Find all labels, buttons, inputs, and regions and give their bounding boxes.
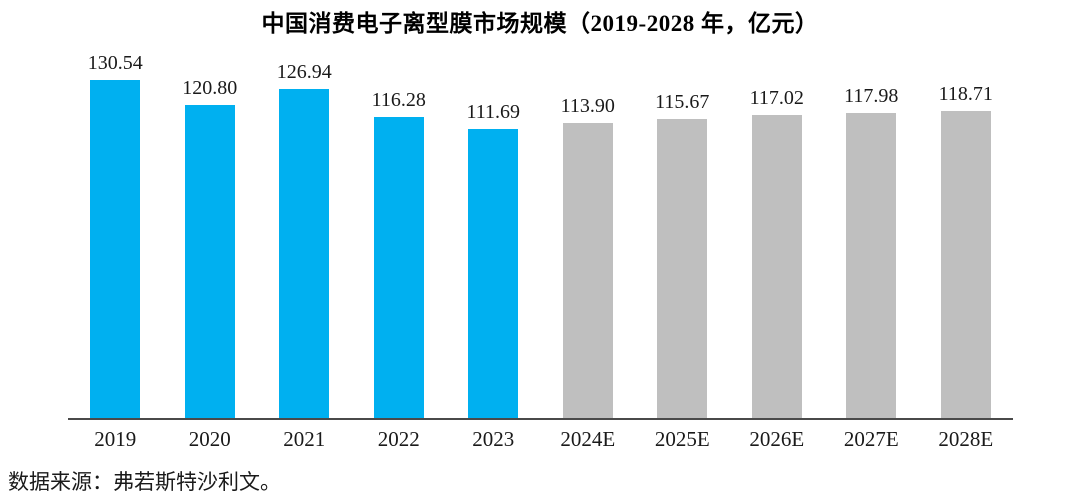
bar-column: 113.90	[541, 95, 636, 418]
bar-chart: 130.54 120.80 126.94 116.28 111.69 113.90 115.…	[68, 41, 1013, 452]
plot-area: 130.54 120.80 126.94 116.28 111.69 113.90 115.…	[68, 41, 1013, 420]
x-axis-label: 2028E	[938, 427, 994, 451]
bar-2020	[184, 105, 235, 418]
bar-column: 116.28	[352, 89, 447, 418]
bar-value-label: 117.02	[749, 87, 804, 109]
bar-value-label: 126.94	[276, 61, 332, 83]
bar-value-label: 118.71	[938, 83, 993, 105]
x-axis-label: 2024E	[560, 427, 616, 451]
x-axis-labels: 2019 2020 2021 2022 2023 2024E 2025E 2026E 2027E…	[68, 420, 1013, 452]
bar-2024E	[562, 123, 613, 418]
x-axis-label: 2019	[94, 427, 137, 451]
bar-value-label: 116.28	[371, 89, 426, 111]
bar-value-label: 113.90	[560, 95, 615, 117]
bar-column: 130.54	[68, 52, 163, 418]
source-note: 数据来源：弗若斯特沙利文。	[8, 470, 281, 494]
x-axis-label: 2026E	[749, 427, 805, 451]
bar-column: 120.80	[163, 77, 258, 418]
chart-title: 中国消费电子离型膜市场规模（2019-2028 年，亿元）	[261, 11, 819, 36]
x-axis-label: 2023	[472, 427, 515, 451]
x-axis-label: 2021	[283, 427, 326, 451]
x-axis-label: 2025E	[654, 427, 710, 451]
bar-column: 118.71	[919, 83, 1014, 418]
bar-column: 117.98	[824, 85, 919, 418]
x-axis-label: 2022	[377, 427, 420, 451]
bar-value-label: 111.69	[466, 101, 520, 123]
bar-column: 117.02	[730, 87, 825, 418]
bar-column: 126.94	[257, 61, 352, 418]
bar-2023	[468, 129, 519, 418]
bar-2025E	[657, 119, 708, 418]
bar-value-label: 117.98	[844, 85, 899, 107]
bar-2022	[373, 117, 424, 418]
bar-2026E	[751, 115, 802, 418]
bar-value-label: 130.54	[87, 52, 143, 74]
bar-value-label: 115.67	[655, 91, 710, 113]
bar-column: 111.69	[446, 101, 541, 418]
bar-2028E	[940, 111, 991, 418]
x-axis-label: 2020	[188, 427, 231, 451]
bar-value-label: 120.80	[182, 77, 238, 99]
x-axis-label: 2027E	[843, 427, 899, 451]
bar-2019	[90, 80, 141, 418]
bar-2021	[279, 89, 330, 418]
bar-column: 115.67	[635, 91, 730, 418]
bar-2027E	[846, 113, 897, 418]
